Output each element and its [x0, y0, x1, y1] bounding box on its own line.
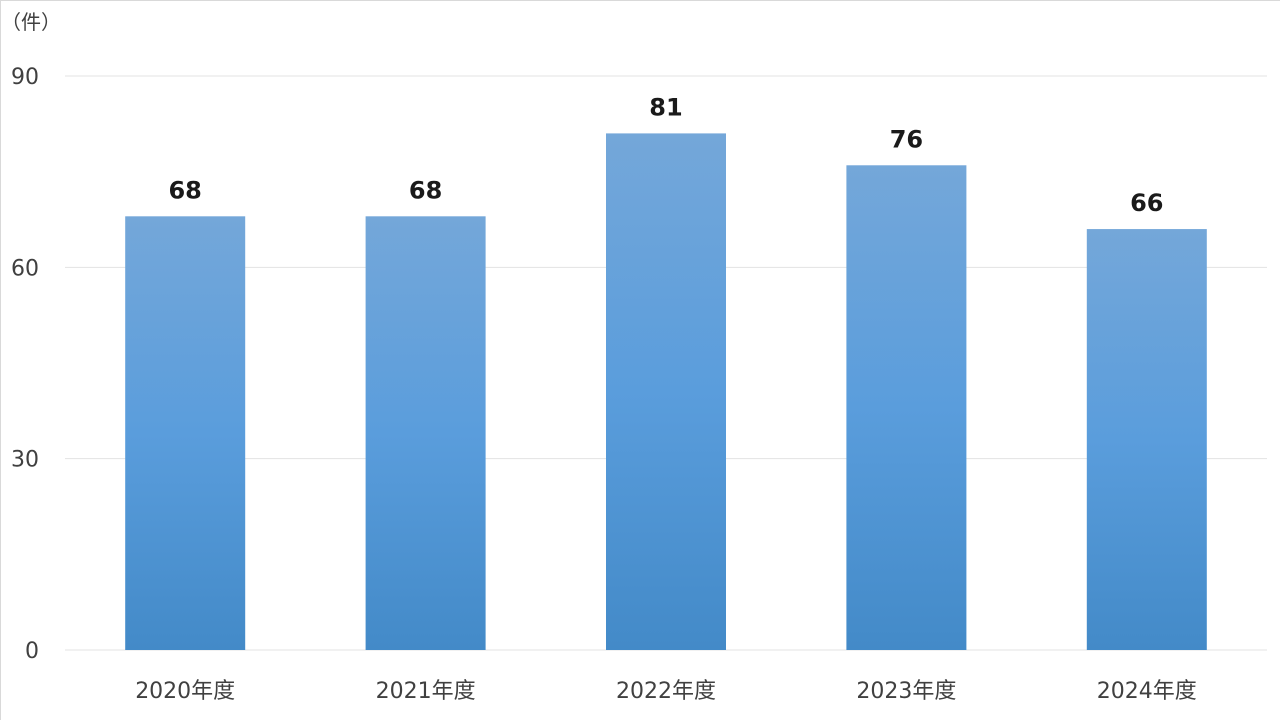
bar — [1086, 229, 1207, 651]
data-label: 68 — [168, 176, 201, 204]
x-category-label: 2024年度 — [1097, 679, 1197, 704]
bars — [125, 133, 1207, 651]
y-tick-label: 30 — [11, 448, 39, 473]
data-label: 68 — [409, 176, 442, 204]
x-category-label: 2020年度 — [135, 679, 235, 704]
bar — [365, 216, 486, 651]
y-tick-label: 90 — [11, 65, 39, 90]
x-category-label: 2022年度 — [616, 679, 716, 704]
bar — [125, 216, 246, 651]
data-labels: 68 68 81 76 66 — [168, 93, 1163, 217]
y-axis-unit-label: （件） — [1, 10, 61, 34]
bar — [606, 133, 726, 650]
y-tick-label: 60 — [11, 256, 39, 281]
data-label: 76 — [890, 125, 923, 153]
data-label: 66 — [1130, 189, 1163, 217]
x-category-label: 2021年度 — [376, 679, 476, 704]
data-label: 81 — [649, 93, 682, 121]
bar — [846, 165, 967, 651]
y-tick-label: 0 — [25, 639, 39, 664]
x-category-label: 2023年度 — [856, 679, 956, 704]
y-axis-tick-labels: 0 30 60 90 — [11, 65, 39, 664]
x-axis-category-labels: 2020年度 2021年度 2022年度 2023年度 2024年度 — [135, 679, 1197, 704]
